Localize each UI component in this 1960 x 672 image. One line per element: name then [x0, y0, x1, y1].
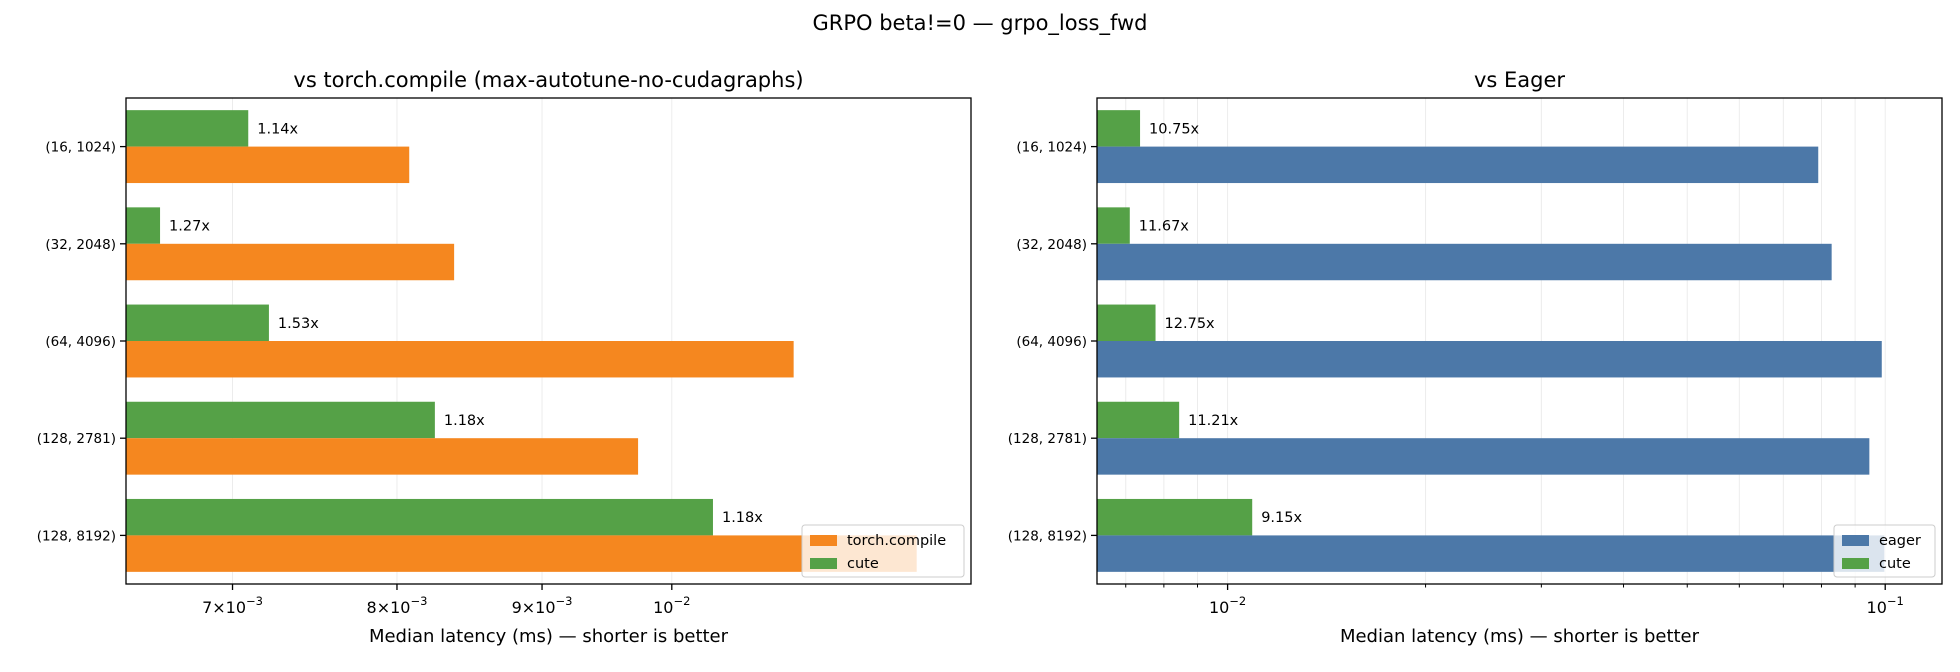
x-axis-label: Median latency (ms) — shorter is better [369, 626, 729, 647]
bar-cute-4 [126, 401, 435, 439]
legend-label: cute [1879, 556, 1911, 572]
legend-box [801, 524, 965, 578]
bar-cute-2 [126, 207, 161, 244]
bar-label: 11.67x [1139, 219, 1190, 235]
bar-label: 1.14x [257, 121, 298, 137]
bar-label: 1.53x [278, 316, 319, 332]
legend-swatch-torch.compile [810, 535, 837, 546]
bar-cute-1 [126, 110, 249, 147]
bar-torch.compile-5 [126, 535, 917, 572]
legend-label: eager [1879, 533, 1921, 549]
legend-swatch-cute [810, 558, 837, 569]
y-tick-label: (128, 8192) [1008, 528, 1087, 544]
bar-cute-4 [1097, 401, 1180, 439]
chart-panel-1: 1.14x (16, 1024) 1.27x (32, 2048) 1.53x (64, … [37, 68, 972, 647]
x-tick-label: 8×10−3 [367, 594, 428, 617]
bar-label: 1.18x [722, 510, 763, 526]
y-tick-label: (64, 4096) [1016, 334, 1087, 350]
figure-title: GRPO beta!=0 — grpo_loss_fwd [812, 11, 1147, 36]
y-tick-label: (32, 2048) [45, 237, 116, 253]
bar-label: 1.27x [169, 219, 210, 235]
bar-torch.compile-2 [126, 243, 455, 281]
bar-label: 9.15x [1261, 510, 1302, 526]
y-tick-label: (128, 8192) [37, 528, 116, 544]
bar-eager-2 [1097, 243, 1832, 281]
x-tick-label: 10−1 [1867, 594, 1904, 617]
x-axis-label: Median latency (ms) — shorter is better [1340, 626, 1700, 647]
x-tick-label: 10−2 [1209, 594, 1246, 617]
x-tick-label: 9×10−3 [512, 594, 573, 617]
legend: eager cute [1833, 524, 1936, 578]
bar-cute-3 [126, 304, 269, 341]
y-tick-label: (128, 2781) [37, 431, 116, 447]
x-tick-label: 10−2 [653, 594, 690, 617]
bar-cute-5 [126, 498, 713, 536]
bar-cute-1 [1097, 110, 1141, 147]
bar-label: 1.18x [444, 413, 485, 429]
y-tick-label: (128, 2781) [1008, 431, 1087, 447]
x-tick-label: 7×10−3 [202, 594, 263, 617]
panel-title: vs Eager [1474, 68, 1565, 92]
y-tick-label: (16, 1024) [45, 140, 116, 156]
legend-label: cute [847, 556, 879, 572]
chart-panel-2: 10.75x (16, 1024) 11.67x (32, 2048) 12.75x (6… [1008, 68, 1943, 647]
bar-eager-3 [1097, 341, 1882, 378]
plot-frame [125, 97, 972, 585]
bar-cute-2 [1097, 207, 1130, 244]
bar-torch.compile-4 [126, 438, 639, 475]
bar-label: 10.75x [1149, 121, 1200, 137]
bar-cute-5 [1097, 498, 1253, 536]
bar-label: 12.75x [1165, 316, 1216, 332]
legend-swatch-cute [1842, 558, 1869, 569]
plot-frame [1096, 97, 1943, 585]
bar-eager-1 [1097, 146, 1819, 184]
bar-label: 11.21x [1188, 413, 1239, 429]
y-tick-label: (64, 4096) [45, 334, 116, 350]
legend: torch.compile cute [801, 524, 965, 578]
bar-torch.compile-3 [126, 341, 794, 378]
bar-cute-3 [1097, 304, 1156, 341]
bar-eager-5 [1097, 535, 1885, 572]
legend-swatch-eager [1842, 535, 1869, 546]
legend-label: torch.compile [847, 533, 946, 549]
y-tick-label: (32, 2048) [1016, 237, 1087, 253]
y-tick-label: (16, 1024) [1016, 140, 1087, 156]
bar-torch.compile-1 [126, 146, 410, 184]
bar-eager-4 [1097, 438, 1870, 475]
panel-title: vs torch.compile (max-autotune-no-cudagr… [293, 68, 803, 92]
